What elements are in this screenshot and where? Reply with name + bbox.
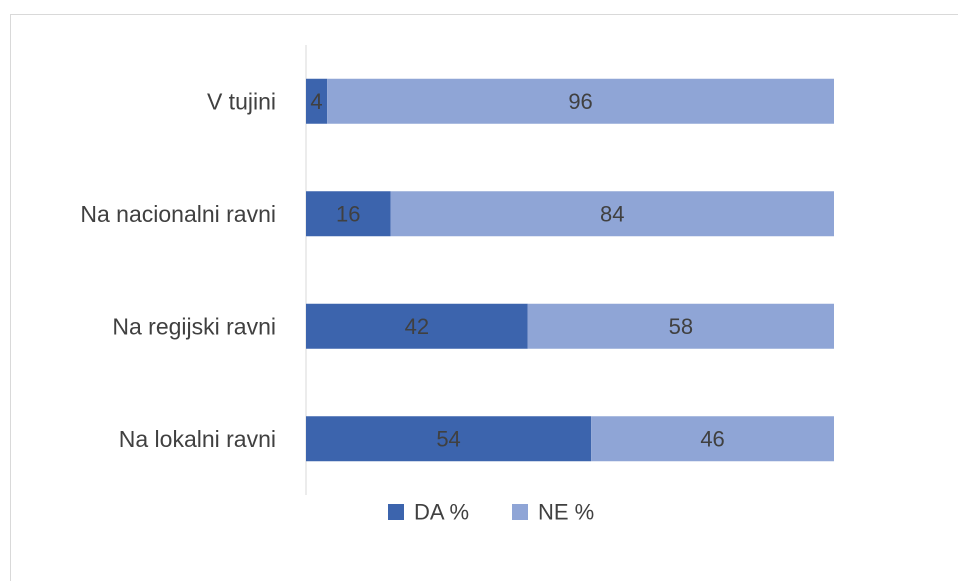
frame-left-border <box>10 14 11 581</box>
data-label-ne-na-lokalni-ravni: 46 <box>700 426 724 451</box>
data-label-ne-na-nacionalni-ravni: 84 <box>600 201 624 226</box>
bar-ne-na-nacionalni-ravni <box>390 191 834 237</box>
bar-da-na-regijski-ravni <box>306 303 528 349</box>
bar-ne-na-regijski-ravni <box>527 303 834 349</box>
bar-da-na-nacionalni-ravni <box>306 191 391 237</box>
frame-top-border <box>10 14 958 15</box>
plot-area: V tujini 4 96 Na nacionalni ravni 16 84 Na reg… <box>80 45 834 495</box>
data-label-ne-na-regijski-ravni: 58 <box>669 314 693 339</box>
data-label-ne-v-tujini: 96 <box>568 89 592 114</box>
legend-label-ne: NE % <box>538 500 594 525</box>
category-label-na-lokalni-ravni: Na lokalni ravni <box>119 426 276 452</box>
bar-ne-v-tujini <box>327 78 834 124</box>
category-label-na-regijski-ravni: Na regijski ravni <box>112 313 276 339</box>
data-label-da-na-nacionalni-ravni: 16 <box>336 201 360 226</box>
legend-swatch-da <box>388 504 404 520</box>
legend-label-da: DA % <box>414 500 469 525</box>
data-label-da-v-tujini: 4 <box>310 89 322 114</box>
legend-swatch-ne <box>512 504 528 520</box>
data-label-da-na-lokalni-ravni: 54 <box>436 426 460 451</box>
category-label-v-tujini: V tujini <box>207 88 276 114</box>
category-label-na-nacionalni-ravni: Na nacionalni ravni <box>80 201 276 227</box>
data-label-da-na-regijski-ravni: 42 <box>405 314 429 339</box>
bar-da-na-lokalni-ravni <box>306 416 592 462</box>
bar-ne-na-lokalni-ravni <box>591 416 834 462</box>
bar-da-v-tujini <box>306 78 328 124</box>
legend: DA % NE % <box>388 500 594 525</box>
